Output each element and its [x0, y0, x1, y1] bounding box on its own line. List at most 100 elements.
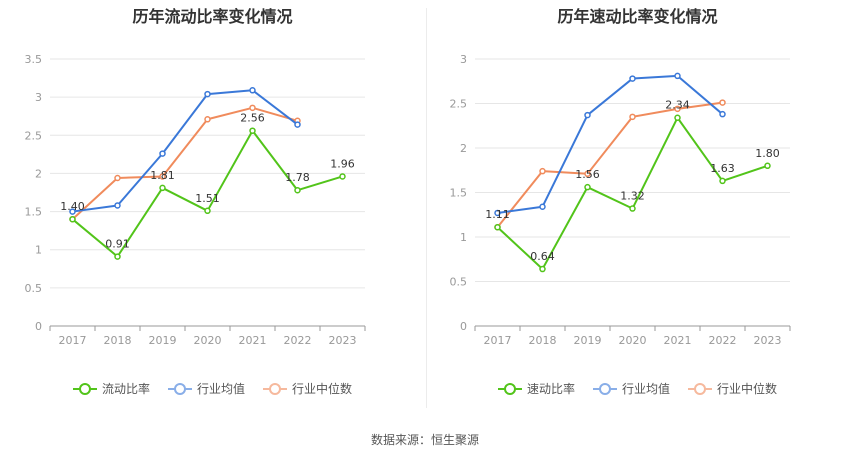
quick-ratio-point[interactable] — [494, 223, 501, 231]
current-x-tick-label: 2017 — [59, 334, 87, 347]
current-y-tick-label: 2 — [35, 167, 42, 180]
quick-legend-industry-mean[interactable]: 行业均值 — [592, 380, 670, 397]
current-industry-median-point[interactable] — [249, 104, 256, 112]
quick-ratio-point[interactable] — [674, 114, 681, 121]
current-legend-ratio[interactable]: 流动比率 — [72, 380, 150, 397]
current-industry-median-point[interactable] — [204, 116, 211, 123]
quick-data-label: 1.32 — [620, 190, 645, 203]
quick-industry-mean-point[interactable] — [719, 110, 726, 118]
quick-y-tick-label: 0.5 — [450, 276, 468, 289]
current-data-label: 1.40 — [60, 200, 85, 213]
quick-industry-mean-line — [497, 74, 724, 214]
quick-industry-median-point[interactable] — [539, 167, 546, 175]
quick-industry-median-point[interactable] — [629, 113, 636, 121]
quick-industry-mean-point[interactable] — [674, 72, 681, 80]
quick-industry-median-point[interactable] — [584, 170, 591, 178]
quick-data-label: 2.34 — [665, 99, 690, 112]
quick-y-tick-label: 2.5 — [450, 98, 468, 111]
current-ratio-point[interactable] — [294, 186, 301, 194]
quick-ratio-legend: 速动比率 行业均值 行业中位数 — [425, 380, 850, 397]
quick-legend-label-ratio: 速动比率 — [526, 382, 575, 396]
quick-y-tick-label: 0 — [460, 320, 467, 333]
current-x-tick-label: 2022 — [284, 334, 312, 347]
current-y-tick-label: 1.5 — [25, 206, 43, 219]
current-y-tick-label: 3 — [35, 91, 42, 104]
current-industry-median-point[interactable] — [159, 173, 166, 180]
quick-x-tick-label: 2017 — [484, 334, 512, 347]
current-legend-marker-ratio — [72, 382, 97, 396]
quick-ratio-point[interactable] — [764, 162, 771, 170]
quick-x-tick-label: 2018 — [529, 334, 557, 347]
quick-y-tick-label: 1.5 — [450, 187, 468, 200]
current-legend-industry-median[interactable]: 行业中位数 — [263, 380, 352, 397]
current-data-label: 1.51 — [195, 192, 220, 205]
current-ratio-chart-title: 历年流动比率变化情况 — [132, 7, 293, 26]
quick-ratio-point[interactable] — [719, 177, 726, 185]
quick-legend-marker-industry-mean — [592, 382, 617, 396]
current-y-tick-label: 0.5 — [25, 282, 43, 295]
quick-y-tick-label: 2 — [460, 142, 467, 155]
current-y-tick-label: 3.5 — [25, 53, 43, 66]
quick-x-tick-label: 2021 — [664, 334, 692, 347]
quick-legend-ratio[interactable]: 速动比率 — [497, 380, 575, 397]
current-data-label: 1.78 — [285, 171, 310, 184]
quick-data-label: 0.64 — [530, 250, 555, 263]
current-industry-mean-point[interactable] — [249, 87, 256, 94]
quick-y-tick-label: 3 — [460, 53, 467, 66]
current-ratio-point[interactable] — [159, 184, 166, 192]
current-ratio-point[interactable] — [204, 207, 211, 215]
quick-industry-mean-point[interactable] — [494, 209, 501, 217]
quick-industry-mean-point[interactable] — [629, 75, 636, 82]
quick-legend-label-industry-mean: 行业均值 — [621, 382, 670, 396]
quick-legend-marker-ratio — [497, 382, 522, 396]
current-data-label: 0.91 — [105, 238, 130, 251]
panel-divider — [426, 8, 427, 408]
quick-ratio-chart-panel: 历年速动比率变化情况 0 0.5 1 1.5 2 2.5 3 2017 2018 2019 2020… — [425, 0, 850, 420]
current-industry-mean-line — [72, 89, 299, 213]
quick-industry-median-point[interactable] — [674, 105, 681, 113]
current-data-label: 1.81 — [150, 169, 175, 182]
quick-industry-median-line — [496, 101, 723, 228]
current-legend-label-industry-mean: 行业均值 — [196, 382, 245, 396]
quick-legend-label-industry-median: 行业中位数 — [717, 382, 778, 396]
quick-x-tick-label: 2022 — [709, 334, 737, 347]
current-x-tick-label: 2021 — [239, 334, 267, 347]
current-x-tick-label: 2020 — [194, 334, 222, 347]
data-source-note: 数据来源：恒生聚源 — [370, 433, 479, 447]
current-x-tick-label: 2018 — [104, 334, 132, 347]
current-ratio-point[interactable] — [114, 253, 121, 260]
current-legend-marker-industry-mean — [167, 382, 192, 396]
quick-legend-industry-median[interactable]: 行业中位数 — [688, 380, 777, 397]
quick-x-tick-label: 2020 — [619, 334, 647, 347]
current-legend-label-industry-median: 行业中位数 — [292, 382, 353, 396]
current-industry-median-line — [71, 106, 298, 220]
current-industry-mean-point[interactable] — [159, 150, 166, 157]
quick-data-label: 1.11 — [485, 208, 510, 221]
quick-ratio-point[interactable] — [629, 205, 636, 212]
current-ratio-point[interactable] — [339, 173, 346, 180]
current-industry-median-point[interactable] — [114, 174, 121, 182]
current-ratio-point[interactable] — [69, 215, 76, 223]
current-industry-mean-point[interactable] — [114, 202, 121, 209]
quick-data-label: 1.63 — [710, 162, 735, 175]
current-data-label: 1.96 — [330, 157, 355, 170]
current-industry-mean-point[interactable] — [204, 90, 211, 98]
quick-industry-median-point[interactable] — [719, 99, 726, 106]
quick-ratio-point[interactable] — [584, 183, 591, 191]
quick-x-tick-label: 2023 — [754, 334, 782, 347]
current-industry-mean-point[interactable] — [294, 121, 301, 128]
quick-ratio-chart-svg: 0 0.5 1 1.5 2 2.5 3 2017 2018 2019 2020 2021 2022 202… — [450, 53, 791, 347]
current-y-tick-label: 0 — [35, 320, 42, 333]
current-legend-label-ratio: 流动比率 — [101, 382, 150, 396]
quick-industry-mean-point[interactable] — [584, 111, 591, 119]
quick-ratio-point[interactable] — [539, 265, 546, 273]
quick-industry-mean-point[interactable] — [539, 203, 546, 210]
current-industry-mean-point[interactable] — [69, 208, 76, 215]
current-ratio-point[interactable] — [249, 127, 256, 134]
quick-data-label: 1.80 — [755, 147, 780, 160]
current-y-tick-label: 2.5 — [25, 129, 43, 142]
current-ratio-chart-panel: 历年流动比率变化情况 0 0.5 1 1.5 2 2.5 3 3.5 2017 2018 2019 2… — [0, 0, 425, 420]
current-legend-industry-mean[interactable]: 行业均值 — [167, 380, 245, 397]
quick-ratio-chart-title: 历年速动比率变化情况 — [557, 7, 718, 26]
quick-x-tick-label: 2019 — [574, 334, 602, 347]
